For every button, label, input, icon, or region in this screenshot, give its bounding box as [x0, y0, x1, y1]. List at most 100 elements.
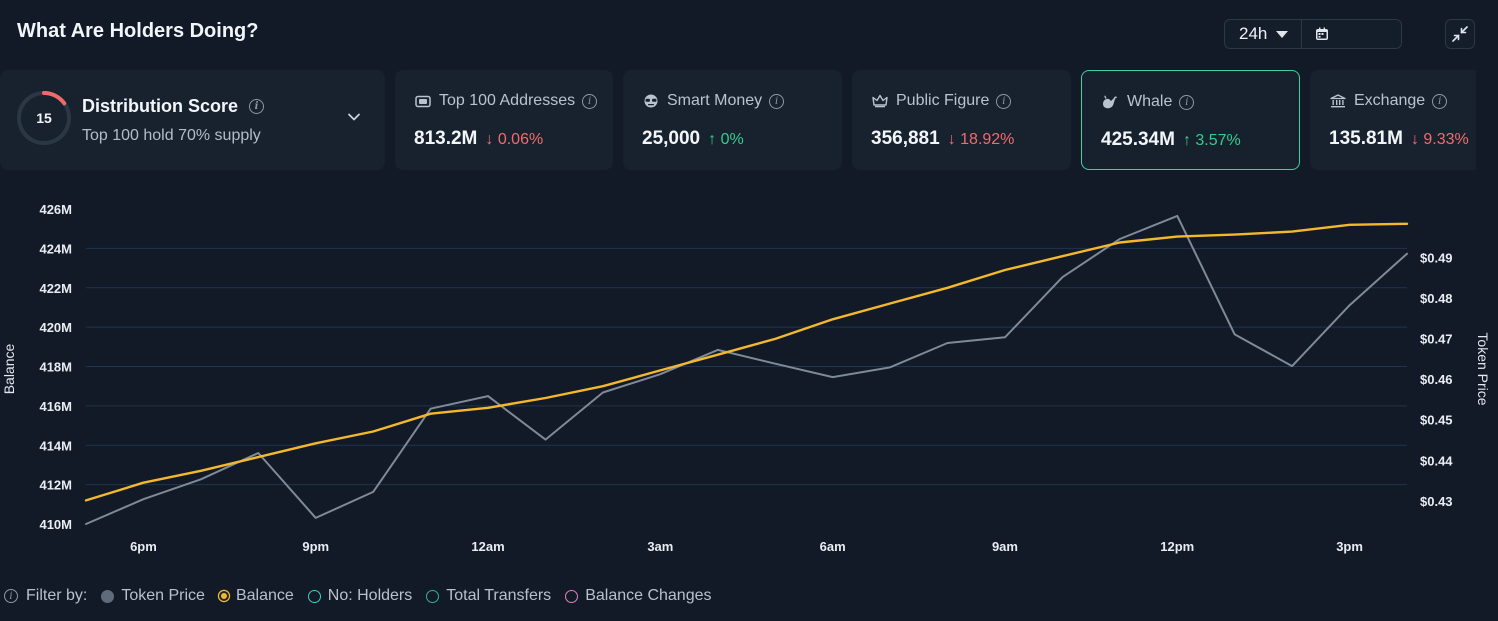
card-label-text: Public Figure [896, 92, 990, 109]
card-label: Top 100 Addresses i [415, 92, 598, 110]
crown-icon [872, 94, 888, 108]
whale-icon [1103, 95, 1117, 108]
y2-axis-title: Token Price [1475, 332, 1491, 405]
legend-label: No: Holders [327, 587, 413, 604]
card-value-number: 813.2M [414, 128, 478, 149]
y-tick-label: 412M [39, 478, 72, 493]
card-value: 135.81M ↓ 9.33% [1329, 128, 1469, 150]
balance-line[interactable] [84, 222, 1409, 502]
card-top-100-addresses[interactable]: Top 100 Addresses i 813.2M ↓ 0.06% [395, 70, 613, 170]
y2-tick-label: $0.49 [1420, 250, 1453, 265]
distribution-score-ring: 15 [17, 91, 71, 145]
y2-tick-label: $0.44 [1420, 453, 1453, 468]
card-smart-money[interactable]: Smart Money i 25,000 ↑ 0% [623, 70, 842, 170]
legend-item-balance-changes[interactable]: Balance Changes [565, 587, 712, 605]
card-value-number: 356,881 [871, 128, 940, 149]
card-value: 425.34M ↑ 3.57% [1101, 129, 1241, 151]
distribution-score-value: 15 [36, 110, 52, 126]
distribution-score-card[interactable]: 15 Distribution Score i Top 100 hold 70%… [0, 70, 385, 170]
card-public-figure[interactable]: Public Figure i 356,881 ↓ 18.92% [852, 70, 1071, 170]
y-tick-label: 424M [39, 241, 72, 256]
x-tick-label: 3am [647, 539, 673, 554]
period-dropdown[interactable]: 24h [1225, 20, 1301, 48]
y2-tick-label: $0.43 [1420, 494, 1453, 509]
legend-item-total-transfers[interactable]: Total Transfers [426, 587, 551, 605]
card-change-value: 9.33% [1423, 131, 1469, 148]
card-label-text: Top 100 Addresses [439, 92, 576, 109]
legend-item-token-price[interactable]: Token Price [101, 587, 205, 605]
arrow-down-icon: ↓ [947, 131, 956, 148]
card-change: ↑ 0% [708, 131, 744, 149]
card-value-number: 425.34M [1101, 129, 1175, 150]
x-tick-label: 3pm [1336, 539, 1363, 554]
period-label: 24h [1239, 24, 1268, 43]
x-tick-label: 12am [471, 539, 504, 554]
card-label-text: Whale [1127, 93, 1173, 110]
y2-tick-label: $0.47 [1420, 331, 1453, 346]
card-label-text: Exchange [1354, 92, 1426, 109]
y2-tick-label: $0.46 [1420, 372, 1453, 387]
x-tick-label: 6pm [130, 539, 157, 554]
legend-label: Total Transfers [446, 587, 552, 604]
header-controls: 24h [1224, 19, 1402, 49]
card-change: ↓ 9.33% [1411, 131, 1469, 149]
info-icon[interactable]: i [1179, 94, 1195, 110]
card-whale[interactable]: Whale i 425.34M ↑ 3.57% [1081, 70, 1300, 170]
y-tick-label: 414M [39, 438, 72, 453]
period-divider [1301, 20, 1302, 48]
collapse-icon [1452, 26, 1468, 42]
legend-prefix: Filter by: [26, 587, 88, 604]
card-change-value: 0.06% [497, 131, 544, 148]
arrow-down-icon: ↓ [1410, 131, 1419, 148]
calendar-button[interactable] [1302, 20, 1342, 48]
calendar-icon [1316, 27, 1328, 40]
page-title: What Are Holders Doing? [17, 20, 259, 42]
arrow-up-icon: ↑ [1182, 132, 1191, 149]
arrow-up-icon: ↑ [708, 131, 717, 148]
card-change: ↑ 3.57% [1183, 132, 1241, 150]
info-icon[interactable]: i [1432, 93, 1448, 109]
info-icon[interactable]: i [582, 93, 598, 109]
card-label: Whale i [1102, 93, 1195, 111]
info-icon[interactable]: i [4, 589, 18, 603]
period-selector[interactable]: 24h [1224, 19, 1402, 49]
x-tick-label: 6am [820, 539, 846, 554]
legend-dot-icon [218, 591, 229, 601]
legend-dot-icon [565, 589, 579, 603]
y-tick-label: 422M [39, 281, 72, 296]
legend-label: Token Price [121, 587, 205, 604]
y-tick-label: 418M [39, 360, 72, 375]
card-change-value: 3.57% [1195, 132, 1241, 149]
legend-dot-icon [307, 589, 321, 603]
holders-chart: 410M 412M 414M 416M 418M 420M 422M 424M 426M $0.… [1, 202, 1491, 554]
y-tick-label: 410M [39, 517, 72, 532]
card-change: ↓ 18.92% [948, 131, 1015, 149]
card-value: 356,881 ↓ 18.92% [871, 128, 1014, 150]
info-icon[interactable]: i [769, 93, 785, 109]
x-tick-label: 9am [992, 539, 1018, 554]
distribution-score-subtitle: Top 100 hold 70% supply [82, 127, 261, 144]
card-label: Exchange i [1330, 92, 1448, 110]
card-change: ↓ 0.06% [485, 131, 543, 149]
wallet-icon [415, 95, 431, 107]
legend-item-no-holders[interactable]: No: Holders [307, 587, 413, 605]
legend-dot-icon [101, 589, 115, 603]
card-value-number: 135.81M [1329, 128, 1403, 149]
card-exchange[interactable]: Exchange i 135.81M ↓ 9.33% [1310, 70, 1476, 170]
chevron-down-icon[interactable] [347, 112, 361, 122]
x-tick-label: 12pm [1160, 539, 1194, 554]
info-icon[interactable]: i [249, 99, 265, 114]
legend-item-balance[interactable]: Balance [218, 587, 294, 605]
arrow-down-icon: ↓ [485, 131, 494, 148]
info-icon[interactable]: i [996, 93, 1012, 109]
bank-icon [1330, 94, 1346, 108]
distribution-score-label: Distribution Score [82, 96, 239, 116]
collapse-button[interactable] [1445, 19, 1475, 49]
card-label-text: Smart Money [667, 92, 763, 109]
legend-dot-icon [426, 589, 440, 603]
legend-label: Balance [235, 587, 294, 604]
card-change-value: 18.92% [960, 131, 1015, 148]
y2-tick-label: $0.48 [1420, 291, 1453, 306]
legend-items: Token Price Balance No: Holders Total Trans… [101, 587, 725, 605]
token-price-line[interactable] [85, 214, 1408, 525]
